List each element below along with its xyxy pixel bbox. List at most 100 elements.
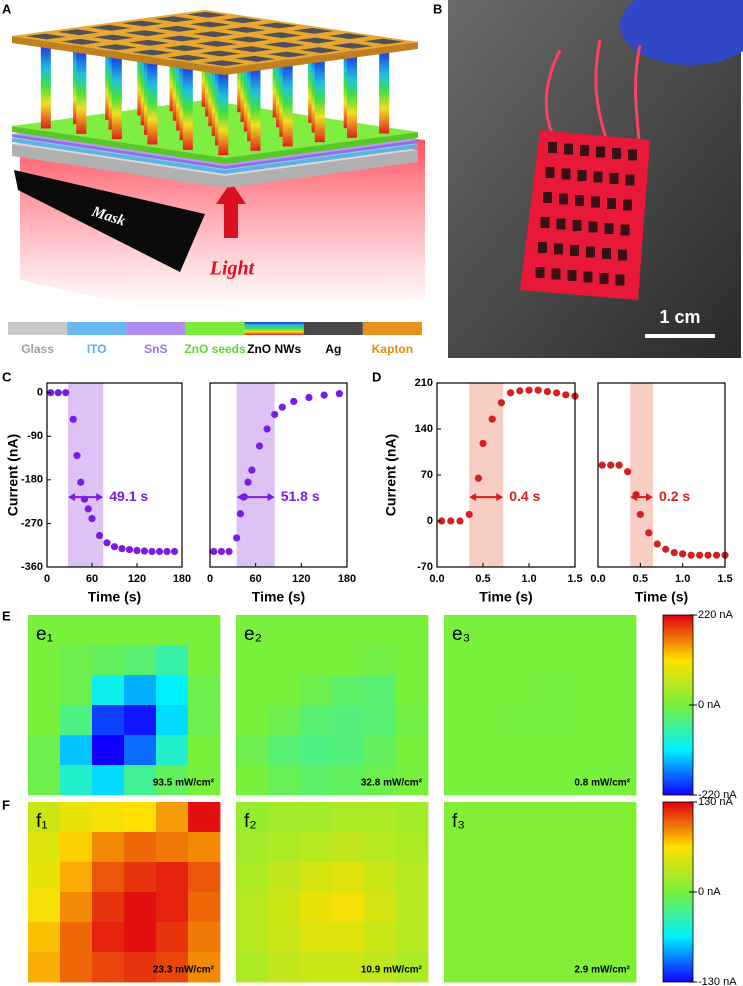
heatmap-cell	[364, 615, 397, 646]
heatmap-cell	[572, 735, 605, 766]
heatmap-cell	[396, 802, 429, 833]
heatmap-cell	[604, 832, 637, 863]
heatmap-cell	[332, 765, 365, 796]
data-point	[598, 461, 606, 469]
pixel	[580, 145, 589, 156]
heatmap-cell	[332, 675, 365, 706]
ag-electrode	[257, 22, 298, 29]
heatmap-cell	[156, 952, 189, 983]
heatmap-cell	[396, 645, 429, 676]
heatmap-cell	[444, 765, 477, 796]
heatmap-cell	[60, 615, 93, 646]
heatmap-cell	[508, 765, 541, 796]
pixel	[586, 246, 595, 258]
duration-label: 51.8 s	[281, 488, 320, 504]
heatmap-cell	[332, 952, 365, 983]
legend-label: ZnO NWs	[247, 342, 301, 356]
legend-swatch	[8, 322, 68, 335]
intensity-label: 23.3 mW/cm²	[153, 965, 215, 976]
heatmap-cell	[476, 765, 509, 796]
heatmap-cell	[300, 832, 333, 863]
data-point	[704, 551, 712, 559]
colorbar-label: -220 nA	[698, 789, 737, 801]
heatmap-cell	[300, 615, 333, 646]
pixel	[559, 193, 568, 205]
intensity-label: 0.8 mW/cm²	[574, 778, 630, 789]
heatmap-cell	[540, 862, 573, 893]
heatmap-cell	[188, 922, 221, 953]
data-point	[320, 391, 328, 399]
heatmap-cell	[572, 832, 605, 863]
pixel	[535, 267, 545, 278]
pixel	[628, 149, 637, 161]
data-point	[125, 545, 134, 554]
ag-electrode	[221, 17, 263, 24]
x-tick-label: 1.0	[521, 573, 536, 585]
heatmap-cell	[444, 675, 477, 706]
panel-sublabel: e₃	[452, 624, 470, 645]
heatmap-cell	[92, 735, 125, 766]
heatmap-cell	[508, 832, 541, 863]
heatmap-cell	[364, 862, 397, 893]
shaded-region	[630, 383, 654, 567]
heatmap-cell	[60, 832, 93, 863]
heatmap-cell	[300, 705, 333, 736]
heatmap-cell	[28, 892, 61, 923]
heatmap-cell	[28, 705, 61, 736]
heatmap-cell	[572, 892, 605, 923]
heatmap-cell	[540, 802, 573, 833]
nanowire	[282, 62, 293, 147]
legend-swatch	[185, 322, 245, 335]
heatmap-cell	[364, 892, 397, 923]
data-point	[543, 387, 552, 396]
y-tick-label: -70	[417, 561, 433, 573]
heatmap-cell	[444, 862, 477, 893]
panel-sublabel: f₃	[452, 811, 465, 832]
heatmap-cell	[268, 765, 301, 796]
pixel	[554, 243, 563, 255]
heatmap-cell	[332, 645, 365, 676]
heatmap-cell	[444, 802, 477, 833]
panel-label: B	[433, 1, 442, 16]
heatmap-cell	[540, 645, 573, 676]
data-point	[133, 546, 141, 555]
heatmap-cell	[396, 675, 429, 706]
heatmap-cell	[396, 952, 429, 983]
ag-electrode	[264, 41, 305, 48]
y-tick-label: 70	[421, 469, 433, 481]
heatmap-cell	[364, 802, 397, 833]
data-point	[88, 514, 96, 523]
heatmap-cell	[300, 735, 333, 766]
data-point	[488, 415, 496, 423]
data-point	[263, 425, 271, 433]
heatmap-cell	[188, 705, 221, 736]
heatmap-cell	[236, 645, 269, 676]
heatmap-cell	[28, 735, 61, 766]
data-point	[62, 389, 70, 397]
heatmap-cell	[476, 705, 509, 736]
nanowire	[111, 55, 122, 140]
heatmap-cell	[540, 832, 573, 863]
ag-electrode	[328, 33, 369, 40]
colorbar	[662, 801, 694, 983]
heatmap-cell	[540, 922, 573, 953]
heatmap-cell	[236, 675, 269, 706]
electrode-grid	[535, 142, 637, 286]
pixel	[575, 195, 584, 206]
x-tick-label: 0.5	[633, 573, 648, 585]
data-point	[278, 403, 286, 411]
heatmap-cell	[508, 802, 541, 833]
legend-label: Kapton	[372, 342, 413, 356]
heatmap-cell	[396, 922, 429, 953]
heatmap-cell	[92, 922, 125, 953]
data-point	[636, 510, 644, 519]
photo: 1 cm	[448, 0, 743, 358]
heatmap-cell	[364, 832, 397, 863]
ag-electrode	[157, 25, 199, 32]
heatmap-cell	[300, 922, 333, 953]
heatmap-cell	[92, 952, 125, 983]
data-point	[225, 547, 233, 556]
data-point	[77, 478, 85, 486]
ag-electrode	[160, 35, 202, 42]
heatmap-cell	[444, 705, 477, 736]
